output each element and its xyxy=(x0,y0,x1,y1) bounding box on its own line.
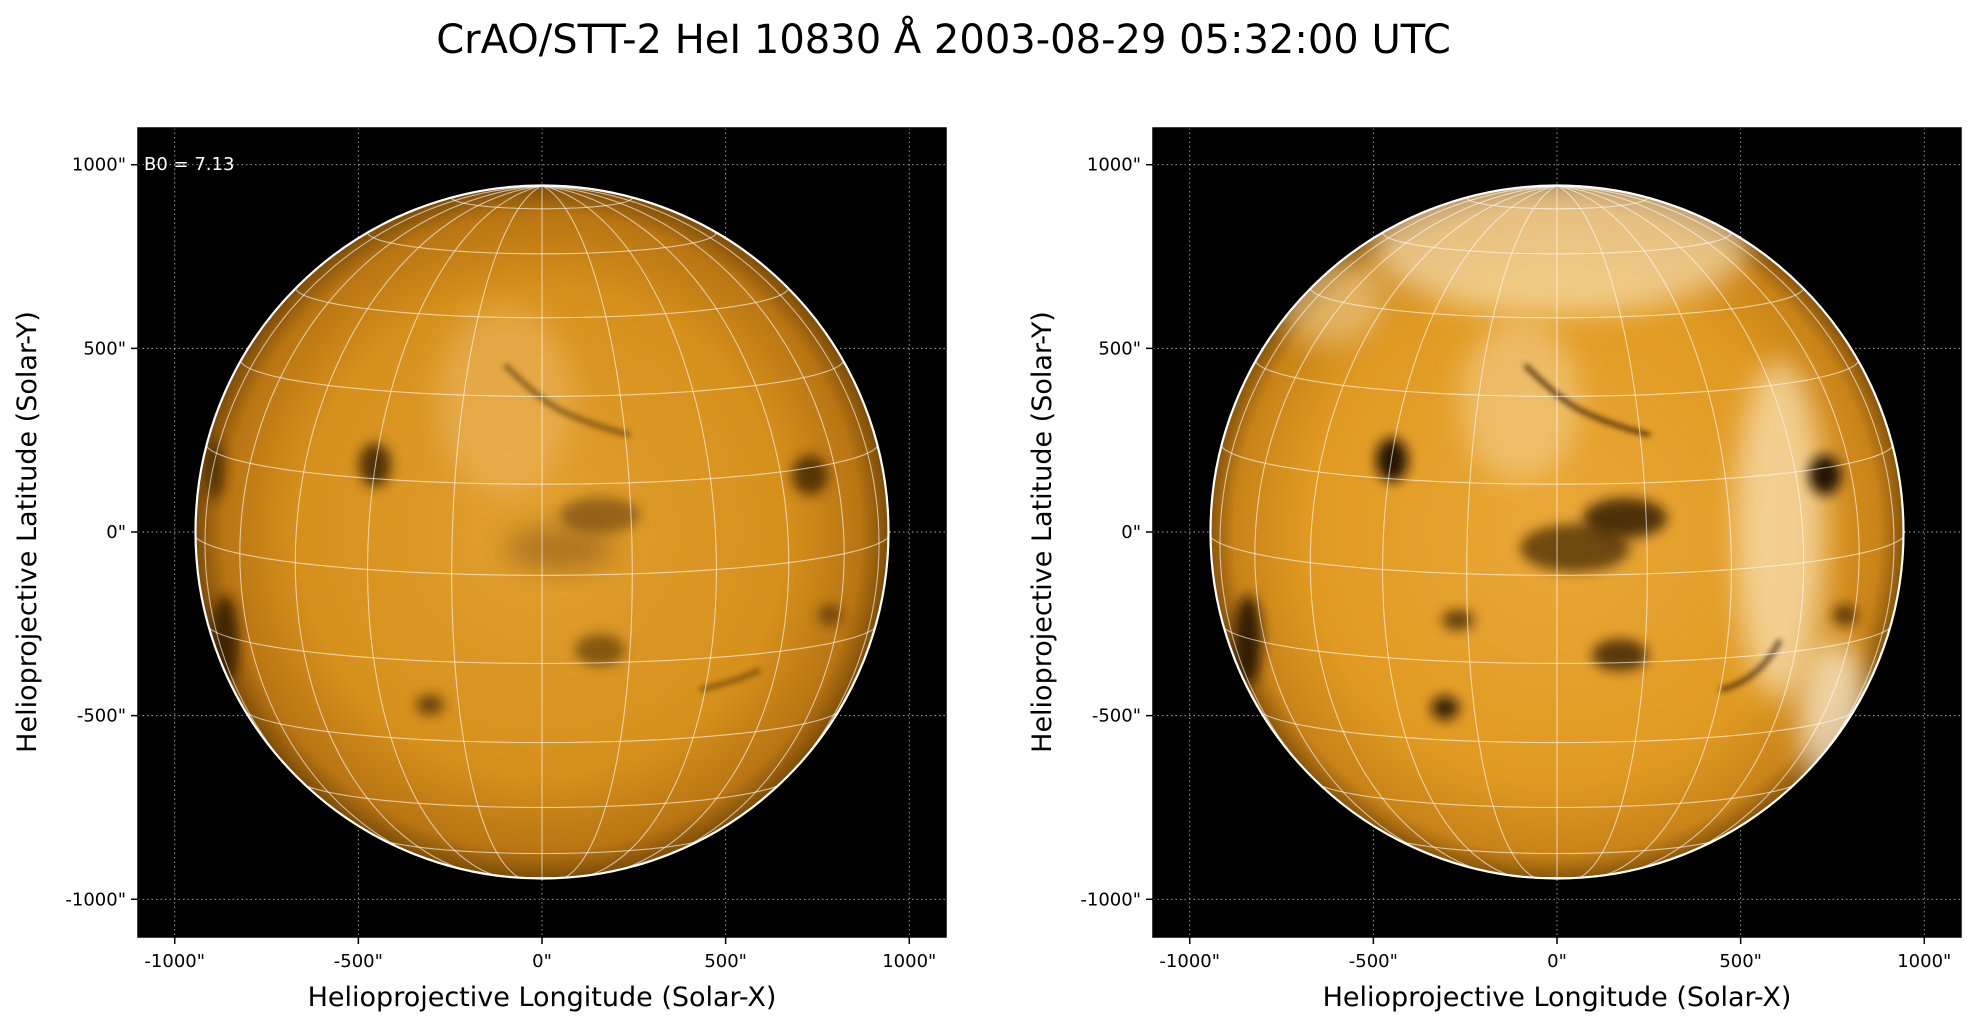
longitude-grid-line xyxy=(1381,185,1558,879)
longitude-grid-line xyxy=(239,185,543,872)
right-axis-ticks: -1000" -1000" -500" -500" 0" 0" 500" 500" 1000" 1… xyxy=(1080,155,1951,972)
longitude-grid-line xyxy=(1309,185,1558,878)
y-tick-label: 1000" xyxy=(1087,155,1141,176)
figure-title: CrAO/STT-2 HeI 10830 Å 2003-08-29 05:32:… xyxy=(436,17,1451,63)
y-tick-label: -1000" xyxy=(1080,889,1141,910)
x-tick-label: 0" xyxy=(532,951,552,972)
x-tick-label: 500" xyxy=(1719,951,1762,972)
left-axis-ticks: -1000" -1000" -500" -500" 0" 0" 500" 500" 1000" 1… xyxy=(65,155,936,972)
y-tick-label: -1000" xyxy=(65,889,126,910)
longitude-grid-line xyxy=(1254,185,1558,872)
x-tick-label: -500" xyxy=(334,951,383,972)
longitude-grid-line xyxy=(1556,185,1733,879)
longitude-grid-line xyxy=(451,185,543,879)
left-y-axis-label: Helioprojective Latitude (Solar-Y) xyxy=(12,311,43,753)
x-tick-label: -1000" xyxy=(144,951,205,972)
x-tick-label: -1000" xyxy=(1159,951,1220,972)
y-tick-label: 500" xyxy=(1098,338,1141,359)
longitude-grid-line xyxy=(366,185,543,879)
y-tick-label: -500" xyxy=(1092,706,1141,727)
left-x-axis-label: Helioprojective Longitude (Solar-X) xyxy=(308,982,777,1013)
x-tick-label: 1000" xyxy=(882,951,936,972)
right-solar-limb xyxy=(1209,184,1905,880)
left-panel: B0 = 7.13 -1000" -1000" -500" -500" 0" 0" 500"… xyxy=(12,127,947,1013)
right-x-axis-label: Helioprojective Longitude (Solar-X) xyxy=(1323,982,1792,1013)
y-tick-label: 500" xyxy=(83,338,126,359)
longitude-grid-line xyxy=(1556,185,1805,878)
x-tick-label: 0" xyxy=(1547,951,1567,972)
left-b0-annotation: B0 = 7.13 xyxy=(144,154,234,175)
longitude-grid-line xyxy=(541,185,718,879)
x-tick-label: 500" xyxy=(704,951,747,972)
longitude-grid-line xyxy=(1556,185,1860,872)
x-tick-label: 1000" xyxy=(1897,951,1951,972)
longitude-grid-line xyxy=(541,185,790,878)
y-tick-label: 0" xyxy=(1121,522,1141,543)
longitude-grid-line xyxy=(541,185,845,872)
longitude-grid-line xyxy=(294,185,543,878)
y-tick-label: 0" xyxy=(106,522,126,543)
longitude-grid-line xyxy=(1556,185,1648,879)
x-tick-label: -500" xyxy=(1349,951,1398,972)
longitude-grid-line xyxy=(1466,185,1558,879)
right-y-axis-label: Helioprojective Latitude (Solar-Y) xyxy=(1027,311,1058,753)
right-panel: -1000" -1000" -500" -500" 0" 0" 500" 500" 1000" 1… xyxy=(1027,127,1962,1013)
y-tick-label: -500" xyxy=(77,706,126,727)
left-solar-limb xyxy=(194,184,890,880)
longitude-grid-line xyxy=(541,185,633,879)
y-tick-label: 1000" xyxy=(72,155,126,176)
